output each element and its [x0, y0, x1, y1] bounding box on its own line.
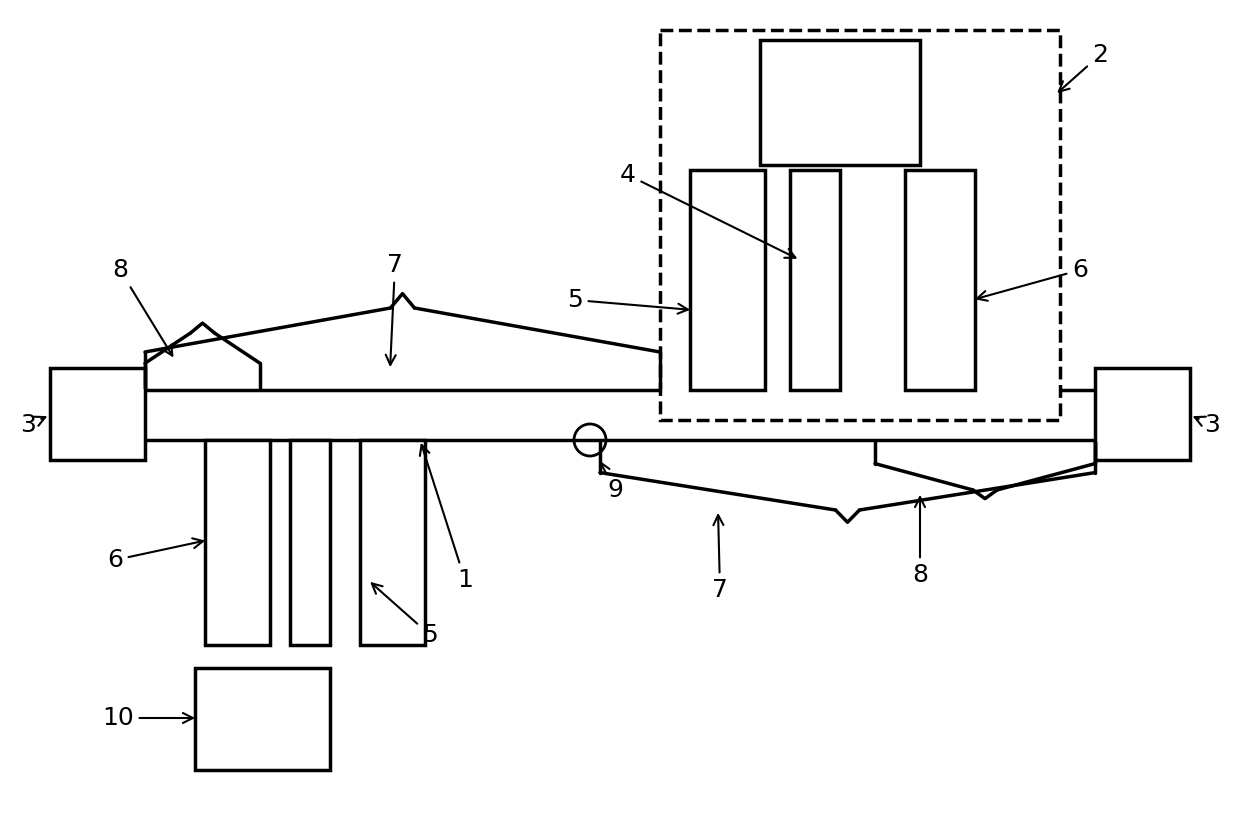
Bar: [290, 440, 330, 645]
Text: 5: 5: [372, 584, 438, 647]
Bar: [689, 170, 765, 390]
Text: 7: 7: [712, 515, 728, 602]
Text: 3: 3: [1194, 413, 1220, 437]
Bar: [50, 368, 145, 460]
Text: 8: 8: [911, 497, 928, 587]
Text: 3: 3: [20, 413, 46, 437]
Bar: [74, 390, 1166, 440]
Bar: [790, 170, 839, 390]
Text: 1: 1: [420, 445, 472, 592]
Text: 6: 6: [977, 258, 1087, 301]
Text: 9: 9: [600, 462, 622, 502]
Text: 8: 8: [112, 258, 172, 356]
Text: 2: 2: [1059, 43, 1109, 92]
Text: 4: 4: [620, 163, 795, 258]
Bar: [1095, 368, 1190, 460]
Text: 10: 10: [102, 706, 193, 730]
Bar: [205, 440, 270, 645]
Bar: [660, 30, 1060, 420]
Bar: [760, 40, 920, 165]
Bar: [360, 440, 425, 645]
Text: 6: 6: [107, 538, 203, 572]
Text: 7: 7: [386, 253, 403, 365]
Text: 5: 5: [567, 288, 688, 313]
Bar: [905, 170, 975, 390]
Bar: [195, 668, 330, 770]
